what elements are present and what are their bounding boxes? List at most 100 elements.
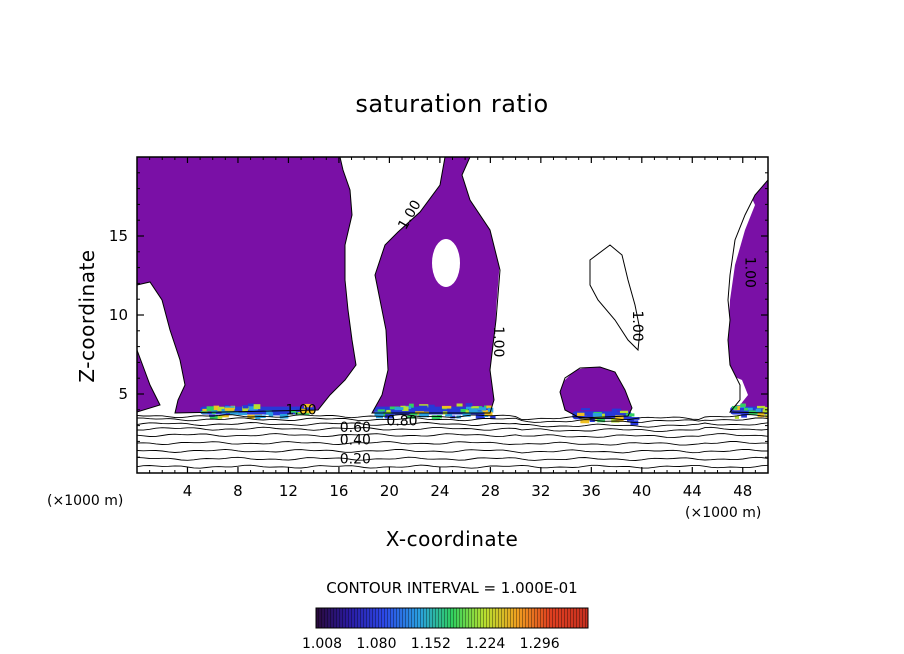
supersaturation-spot xyxy=(427,404,435,408)
supersaturation-spot xyxy=(213,406,218,411)
supersaturation-spot xyxy=(418,405,428,410)
supersaturation-spot xyxy=(445,414,453,417)
supersaturation-spot xyxy=(764,414,768,417)
supersaturation-spot xyxy=(206,406,214,411)
x-tick-label: 4 xyxy=(183,482,193,500)
supersaturation-spot xyxy=(625,413,635,417)
contour-outline xyxy=(559,366,633,419)
y-tick-label: 5 xyxy=(118,385,128,403)
supersaturation-spot xyxy=(209,415,218,419)
x-axis-label: X-coordinate xyxy=(386,527,519,551)
supersaturation-spot xyxy=(306,409,314,414)
supersaturation-spot xyxy=(757,412,765,418)
supersaturation-spot xyxy=(746,407,753,411)
supersaturation-spot xyxy=(410,407,419,411)
supersaturation-spot xyxy=(739,407,745,411)
supersaturation-spot xyxy=(281,407,287,411)
contour-outline xyxy=(371,157,501,414)
supersaturation-spot xyxy=(402,406,409,412)
supersaturation-spot xyxy=(611,417,620,423)
supersaturation-spot xyxy=(217,415,223,419)
supersaturation-spot xyxy=(238,412,247,416)
supersaturation-spot xyxy=(224,407,235,411)
x-tick-label: 16 xyxy=(329,482,348,500)
supersaturation-spot xyxy=(465,403,473,407)
x-tick-label: 24 xyxy=(430,482,449,500)
supersaturation-spot xyxy=(762,409,768,413)
supersaturation-spot xyxy=(756,405,766,409)
x-tick-label: 40 xyxy=(632,482,651,500)
supersaturation-spot xyxy=(407,415,416,419)
supersaturation-spot xyxy=(441,405,452,409)
supersaturation-spot xyxy=(256,410,267,415)
contour-label: 0.60 xyxy=(340,420,371,436)
x-axis-unit-left: (×1000 m) xyxy=(47,493,123,509)
contour-label: 1.00 xyxy=(629,310,645,341)
supersaturation-spot xyxy=(253,404,261,410)
contour-line xyxy=(137,464,768,469)
supersaturation-spot xyxy=(450,415,456,419)
contour-line xyxy=(137,422,768,428)
supersaturation-spot xyxy=(431,415,440,420)
supersaturation-spot xyxy=(279,413,289,419)
chart-title: saturation ratio xyxy=(355,90,548,118)
supersaturation-spot xyxy=(611,408,618,414)
colorbar: 1.008 1.080 1.152 1.224 1.296 xyxy=(302,607,589,652)
supersaturation-spot xyxy=(410,412,418,416)
y-tick-label: 15 xyxy=(109,227,128,245)
supersaturation-spot xyxy=(477,411,483,414)
supersaturation-spot xyxy=(408,403,414,408)
supersaturation-spot xyxy=(216,406,225,412)
contour-outline xyxy=(589,244,641,352)
subsaturated-holes xyxy=(432,157,755,405)
saturated-region-east-low xyxy=(560,367,632,418)
supersaturation-spot xyxy=(577,412,587,416)
supersaturation-spot xyxy=(755,408,762,412)
colorbar-tick-labels: 1.008 1.080 1.152 1.224 1.296 xyxy=(302,636,560,652)
supersaturation-spot xyxy=(302,411,310,415)
colorbar-tick-label: 1.296 xyxy=(520,636,560,652)
supersaturation-spot xyxy=(592,413,602,417)
subsaturated-hole-center xyxy=(432,239,460,287)
supersaturation-spot xyxy=(306,407,315,410)
contour-outline xyxy=(520,157,768,414)
contour-lines xyxy=(137,157,768,469)
supersaturation-spot xyxy=(465,406,474,410)
supersaturation-spot xyxy=(211,410,218,413)
contour-line xyxy=(137,417,768,424)
supersaturation-spot xyxy=(741,407,749,411)
contour-line xyxy=(137,456,768,461)
supersaturation-spot xyxy=(740,403,746,407)
supersaturation-spot xyxy=(237,411,248,414)
x-axis-unit-right: (×1000 m) xyxy=(685,505,761,521)
supersaturation-spot xyxy=(619,410,629,414)
x-tick-label: 12 xyxy=(279,482,298,500)
contour-line xyxy=(137,426,768,433)
supersaturation-spot xyxy=(430,409,439,413)
contour-line xyxy=(137,448,768,454)
supersaturation-spot xyxy=(247,403,255,408)
plot-area xyxy=(137,157,768,473)
contour-interval-text: CONTOUR INTERVAL = 1.000E-01 xyxy=(326,579,577,597)
supersaturation-spot xyxy=(763,407,768,411)
supersaturation-spot xyxy=(460,408,469,413)
supersaturation-spot xyxy=(290,409,296,413)
supersaturation-spot xyxy=(734,415,739,419)
supersaturation-spot xyxy=(477,407,487,411)
contour-label: 1.00 xyxy=(741,257,757,288)
contour-line xyxy=(137,414,768,421)
x-tick-label: 20 xyxy=(380,482,399,500)
supersaturation-spot xyxy=(224,405,229,408)
contour-line xyxy=(137,441,768,446)
supersaturation-spot xyxy=(419,412,429,418)
supersaturation-spot xyxy=(484,411,493,416)
supersaturation-spot xyxy=(272,412,283,416)
y-axis-label: Z-coordinate xyxy=(75,249,99,382)
supersaturation-spot xyxy=(475,413,485,419)
supersaturation-spot xyxy=(221,408,226,414)
x-tick-label: 36 xyxy=(582,482,601,500)
supersaturation-spot xyxy=(602,412,612,416)
supersaturation-spot xyxy=(626,418,635,422)
supersaturation-spot xyxy=(731,405,738,410)
supersaturation-spot xyxy=(294,406,301,410)
